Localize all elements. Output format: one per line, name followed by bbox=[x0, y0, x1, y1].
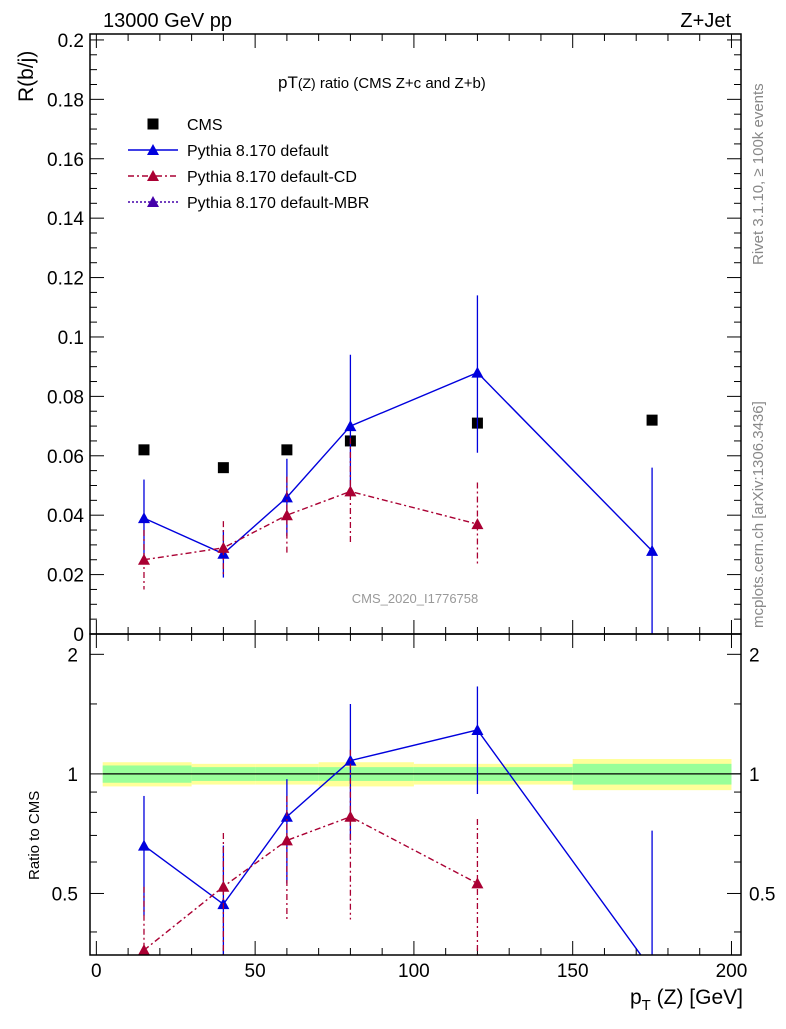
series-line-1 bbox=[143, 371, 653, 555]
main-y-ticks: 0 0.02 0.04 0.06 0.08 0.1 0.12 0.14 0.16 0.18 0.2 bbox=[47, 31, 741, 646]
data-point-1 bbox=[137, 512, 150, 524]
main-ytick-label: 0.12 bbox=[47, 269, 84, 290]
chart-title-sub: (Z) bbox=[298, 75, 316, 91]
main-ytick-label: 0.18 bbox=[47, 90, 84, 111]
ratio-series-line-0 bbox=[143, 729, 642, 955]
main-ylabel: R(b/j) bbox=[15, 51, 38, 102]
main-ytick-label: 0.02 bbox=[47, 566, 84, 587]
xlabel-rest: (Z) [GeV] bbox=[651, 986, 743, 1009]
data-point-2 bbox=[217, 541, 230, 553]
ratio-data-point-1 bbox=[280, 834, 293, 846]
ratio-ylabel: Ratio to CMS bbox=[26, 791, 43, 880]
xtick-label: 50 bbox=[245, 961, 266, 982]
xlabel-sub: T bbox=[642, 997, 651, 1014]
main-ytick-label: 0.04 bbox=[47, 506, 84, 527]
main-ytick-label: 0.16 bbox=[47, 150, 84, 171]
x-ticks: 0 50 100 150 200 bbox=[91, 34, 747, 982]
ratio-ytick-label: 1 bbox=[67, 765, 78, 786]
xlabel: pT (Z) [GeV] bbox=[630, 986, 743, 1014]
xtick-label: 150 bbox=[557, 961, 589, 982]
ratio-data-point-0 bbox=[646, 964, 658, 975]
header-left: 13000 GeV pp bbox=[103, 10, 232, 32]
legend-label: Pythia 8.170 default bbox=[187, 143, 329, 160]
cms-data-point bbox=[217, 462, 229, 474]
data-point-2 bbox=[137, 553, 150, 565]
legend: CMS Pythia 8.170 default Pythia 8.170 defa… bbox=[128, 117, 369, 212]
data-point-1 bbox=[344, 420, 357, 432]
legend-label: Pythia 8.170 default-CD bbox=[187, 169, 357, 186]
xtick-label: 200 bbox=[716, 961, 748, 982]
main-ytick-label: 0.2 bbox=[58, 31, 84, 52]
data-point-2 bbox=[471, 518, 484, 530]
ratio-data-point-1 bbox=[471, 877, 484, 889]
xtick-label: 100 bbox=[398, 961, 430, 982]
ratio-data-point-1 bbox=[138, 944, 150, 955]
xlabel-main: p bbox=[630, 986, 642, 1009]
main-ytick-label: 0.14 bbox=[47, 209, 84, 230]
watermark: CMS_2020_I1776758 bbox=[352, 591, 479, 606]
ratio-ytick-label: 0.5 bbox=[52, 884, 78, 905]
ratio-ytick-label-right: 0.5 bbox=[749, 884, 775, 905]
data-point-1 bbox=[646, 544, 659, 556]
main-ytick-label: 0.1 bbox=[58, 328, 84, 349]
data-point-1 bbox=[280, 491, 293, 503]
ratio-data-point-1 bbox=[217, 880, 230, 892]
ratio-data-point-0 bbox=[280, 810, 293, 822]
xtick-label: 0 bbox=[91, 961, 102, 982]
mcplots-note: mcplots.cern.ch [arXiv:1306.3436] bbox=[750, 401, 767, 628]
main-ytick-label: 0.06 bbox=[47, 447, 84, 468]
legend-marker bbox=[147, 144, 159, 155]
ratio-data-point-0 bbox=[137, 839, 150, 851]
cms-data-point bbox=[646, 414, 658, 426]
main-ytick-label: 0 bbox=[73, 625, 84, 646]
ratio-frame bbox=[89, 633, 742, 956]
legend-label: CMS bbox=[187, 117, 223, 134]
ratio-ytick-label-right: 1 bbox=[749, 765, 760, 786]
ratio-data-marks bbox=[137, 686, 658, 975]
rivet-note: Rivet 3.1.10, ≥ 100k events bbox=[750, 83, 767, 265]
series-line-2 bbox=[143, 490, 478, 561]
header-right: Z+Jet bbox=[680, 10, 731, 32]
cms-data-point bbox=[281, 444, 293, 456]
legend-marker bbox=[147, 196, 159, 207]
chart-title-rest: ratio (CMS Z+c and Z+b) bbox=[316, 75, 486, 92]
legend-label: Pythia 8.170 default-MBR bbox=[187, 195, 369, 212]
ratio-y-ticks: 0.5 0.5 1 1 2 2 bbox=[52, 645, 775, 933]
legend-marker-cms bbox=[147, 118, 159, 130]
chart-title: pT(Z) ratio (CMS Z+c and Z+b) bbox=[278, 73, 486, 92]
main-data-marks bbox=[137, 295, 659, 634]
chart-title-main: pT bbox=[278, 73, 298, 92]
main-ytick-label: 0.08 bbox=[47, 387, 84, 408]
cms-data-point bbox=[138, 444, 150, 456]
data-point-2 bbox=[280, 509, 293, 521]
data-point-1 bbox=[471, 366, 484, 378]
data-point-2 bbox=[344, 485, 357, 497]
ratio-data-point-0 bbox=[471, 723, 484, 735]
ratio-ytick-label: 2 bbox=[67, 645, 78, 666]
ratio-data-point-1 bbox=[344, 810, 357, 822]
legend-marker bbox=[147, 170, 159, 181]
ratio-bands bbox=[102, 759, 741, 791]
ratio-series-line-1 bbox=[143, 815, 478, 951]
ratio-ytick-label-right: 2 bbox=[749, 645, 760, 666]
